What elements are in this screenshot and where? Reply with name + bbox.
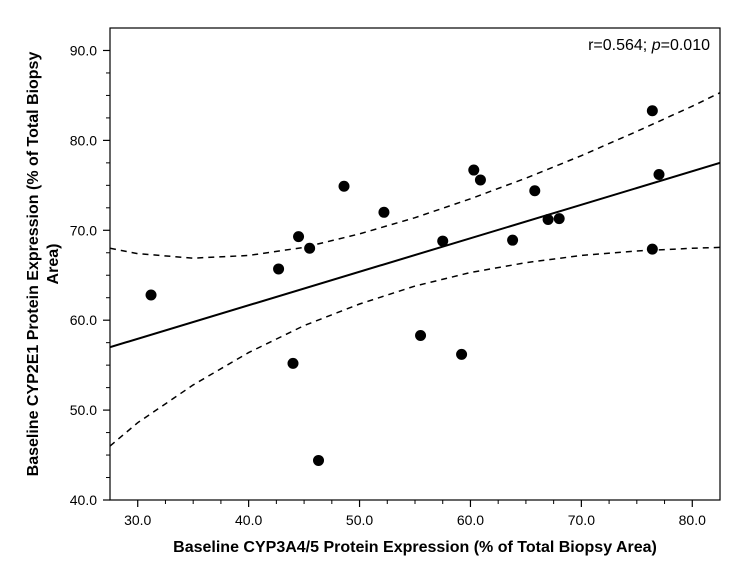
- data-point: [437, 236, 448, 247]
- data-point: [378, 207, 389, 218]
- data-point: [415, 330, 426, 341]
- y-tick-label: 80.0: [70, 132, 97, 148]
- x-tick-label: 30.0: [124, 512, 151, 528]
- data-point: [273, 263, 284, 274]
- data-point: [313, 455, 324, 466]
- data-point: [554, 213, 565, 224]
- y-tick-label: 40.0: [70, 492, 97, 508]
- x-tick-label: 40.0: [235, 512, 262, 528]
- stats-annotation: r=0.564; p=0.010: [588, 37, 710, 54]
- data-point: [647, 105, 658, 116]
- x-axis-label: Baseline CYP3A4/5 Protein Expression (% …: [173, 539, 657, 556]
- x-tick-label: 50.0: [346, 512, 373, 528]
- data-point: [507, 235, 518, 246]
- data-point: [543, 214, 554, 225]
- y-tick-label: 50.0: [70, 402, 97, 418]
- data-point: [475, 174, 486, 185]
- y-tick-label: 60.0: [70, 312, 97, 328]
- data-point: [529, 185, 540, 196]
- x-tick-label: 80.0: [679, 512, 706, 528]
- data-point: [456, 349, 467, 360]
- data-point: [647, 244, 658, 255]
- y-tick-label: 70.0: [70, 222, 97, 238]
- data-point: [146, 290, 157, 301]
- data-point: [339, 181, 350, 192]
- x-tick-label: 70.0: [568, 512, 595, 528]
- x-tick-label: 60.0: [457, 512, 484, 528]
- chart-svg: 30.0 40.0 50.0 60.0 70.0 80.0 40.0 50.0 60.0 70.0…: [0, 0, 752, 578]
- y-tick-label: 90.0: [70, 42, 97, 58]
- data-point: [293, 231, 304, 242]
- data-point: [654, 169, 665, 180]
- scatter-chart: 30.0 40.0 50.0 60.0 70.0 80.0 40.0 50.0 60.0 70.0…: [0, 0, 752, 578]
- data-point: [288, 358, 299, 369]
- data-point: [304, 243, 315, 254]
- data-point: [468, 165, 479, 176]
